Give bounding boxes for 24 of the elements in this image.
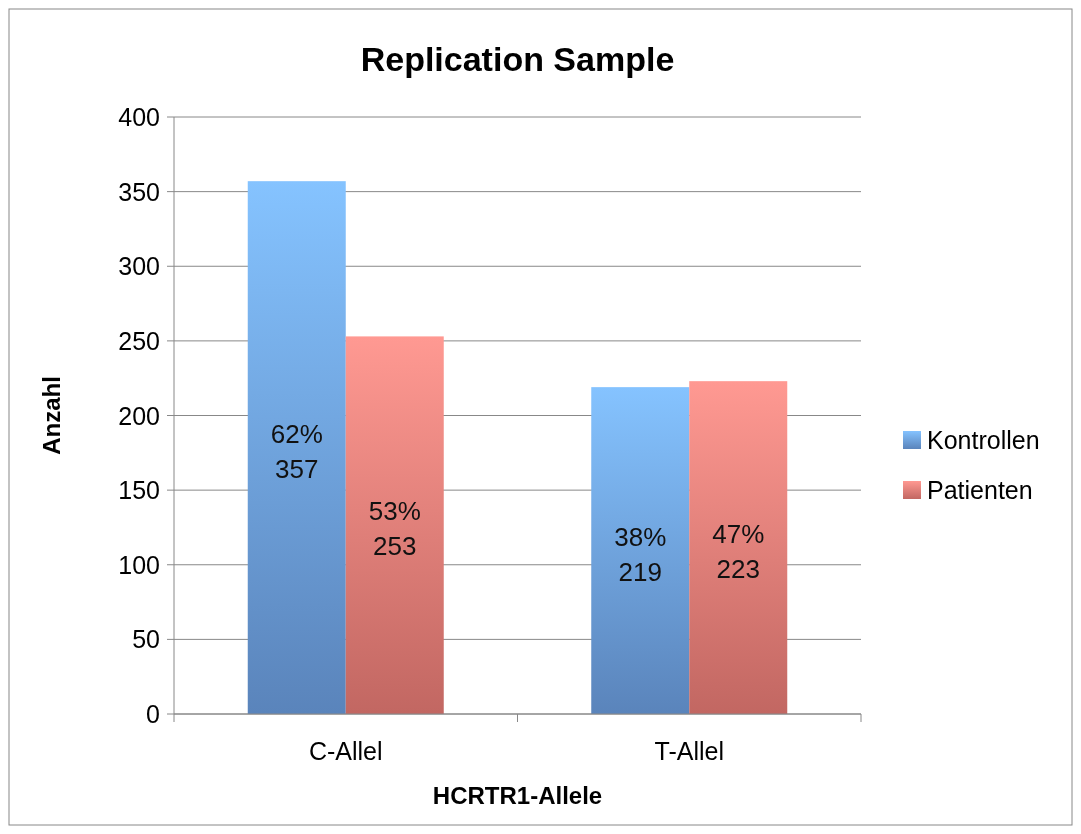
- chart-title: Replication Sample: [360, 40, 675, 78]
- legend-label: Kontrollen: [927, 426, 1040, 454]
- bar: [247, 181, 346, 714]
- data-label: 47% 223: [712, 518, 765, 584]
- y-tick-label: 50: [132, 625, 160, 654]
- y-tick-label: 0: [146, 700, 160, 728]
- y-tick-label: 350: [118, 177, 160, 206]
- x-tick-label: C-Allel: [308, 737, 383, 765]
- y-axis-title: Anzahl: [38, 376, 65, 455]
- x-axis-title: HCRTR1-Allele: [432, 782, 603, 809]
- y-tick-label: 300: [118, 252, 160, 281]
- y-tick-label: 250: [118, 326, 160, 355]
- x-tick-label: T-Allel: [654, 737, 724, 765]
- y-tick-label: 100: [118, 550, 160, 579]
- y-tick-label: 150: [118, 476, 160, 505]
- bar: [591, 387, 690, 714]
- legend-label: Patienten: [927, 476, 1033, 504]
- data-label: 53% 253: [368, 496, 421, 562]
- data-label: 38% 219: [614, 521, 667, 587]
- data-label: 62% 357: [270, 418, 323, 484]
- y-tick-label: 400: [118, 103, 160, 131]
- y-tick-label: 200: [118, 401, 160, 430]
- bar: [689, 381, 788, 714]
- bar: [345, 336, 444, 714]
